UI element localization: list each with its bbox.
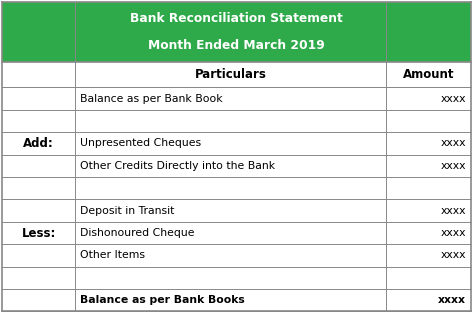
Text: Add:: Add:: [23, 137, 54, 150]
Text: Balance as per Bank Book: Balance as per Bank Book: [79, 94, 222, 104]
Bar: [2, 87, 471, 110]
Text: Particulars: Particulars: [195, 68, 267, 81]
Text: Bank Reconciliation Statement: Bank Reconciliation Statement: [130, 12, 343, 25]
Bar: [2, 177, 471, 199]
Bar: [2, 222, 471, 244]
Text: xxxx: xxxx: [440, 138, 466, 148]
Bar: [2, 289, 471, 311]
Text: Dishonoured Cheque: Dishonoured Cheque: [79, 228, 194, 238]
Text: xxxx: xxxx: [438, 295, 466, 305]
Text: Other Items: Other Items: [79, 250, 145, 260]
Bar: [2, 199, 471, 222]
Text: xxxx: xxxx: [440, 161, 466, 171]
Text: Month Ended March 2019: Month Ended March 2019: [148, 38, 325, 52]
Bar: [2, 2, 471, 62]
Bar: [2, 62, 471, 87]
Text: xxxx: xxxx: [440, 94, 466, 104]
Text: Balance as per Bank Books: Balance as per Bank Books: [79, 295, 245, 305]
Bar: [2, 132, 471, 155]
Bar: [2, 155, 471, 177]
Text: Unpresented Cheques: Unpresented Cheques: [79, 138, 201, 148]
Text: Amount: Amount: [403, 68, 454, 81]
Bar: [2, 244, 471, 267]
Text: xxxx: xxxx: [440, 206, 466, 216]
Bar: [2, 267, 471, 289]
Bar: [2, 110, 471, 132]
Text: Other Credits Directly into the Bank: Other Credits Directly into the Bank: [79, 161, 275, 171]
Text: xxxx: xxxx: [440, 228, 466, 238]
Text: Less:: Less:: [21, 227, 56, 239]
Text: xxxx: xxxx: [440, 250, 466, 260]
Text: Deposit in Transit: Deposit in Transit: [79, 206, 174, 216]
